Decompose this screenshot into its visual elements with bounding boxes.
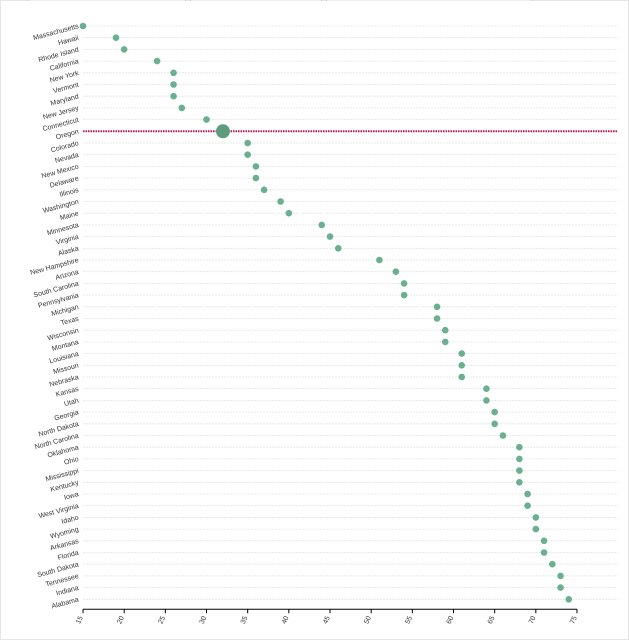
y-tick-label: Texas [60, 316, 80, 328]
data-point[interactable] [260, 186, 268, 194]
y-tick-label: Idaho [61, 515, 80, 526]
data-point[interactable] [557, 584, 564, 591]
x-tick-label: 15 [75, 615, 85, 625]
data-point[interactable] [540, 549, 548, 556]
data-point[interactable] [433, 315, 441, 322]
data-point[interactable] [557, 572, 564, 580]
data-point[interactable] [400, 291, 408, 299]
y-tick-label: Hawaii [57, 35, 80, 47]
data-point[interactable] [441, 338, 449, 346]
data-point[interactable] [244, 151, 251, 158]
y-tick-label: Indiana [56, 585, 80, 598]
data-point[interactable] [565, 596, 573, 603]
x-tick-label: 50 [363, 615, 373, 625]
x-tick-label: 45 [322, 615, 332, 625]
y-tick-label: Nevada [54, 152, 79, 165]
y-tick-label: Iowa [63, 491, 79, 502]
data-point[interactable] [326, 233, 334, 240]
data-point[interactable] [170, 69, 177, 77]
y-tick-label: Illinois [59, 187, 80, 199]
data-point[interactable] [400, 280, 408, 287]
y-tick-label: Virginia [55, 234, 79, 247]
data-point[interactable] [483, 385, 490, 393]
data-point[interactable] [252, 174, 260, 182]
data-point[interactable] [516, 479, 523, 486]
data-point[interactable] [277, 198, 284, 205]
y-tick-label: Alabama [51, 596, 80, 610]
data-point[interactable] [79, 22, 87, 30]
data-point[interactable] [549, 560, 556, 568]
x-axis: 15 20 25 30 35 40 45 50 55 60 65 70 75 [75, 608, 579, 625]
data-point[interactable] [516, 467, 523, 474]
x-tick-label: 25 [158, 615, 168, 625]
top-control-1[interactable] [28, 0, 186, 1]
y-tick-label: Arizona [55, 269, 80, 282]
grid-lines [83, 25, 618, 600]
top-control-3[interactable] [326, 0, 532, 1]
data-point[interactable] [178, 104, 186, 112]
data-point[interactable] [112, 34, 120, 41]
x-tick-label: 55 [405, 615, 415, 625]
x-tick-label: 40 [281, 615, 291, 625]
data-point[interactable] [203, 116, 210, 123]
y-tick-label: Oregon [55, 128, 79, 141]
data-point[interactable] [458, 350, 466, 357]
data-point[interactable] [376, 256, 383, 264]
y-tick-label: Alaska [57, 245, 79, 257]
data-point[interactable] [252, 163, 260, 170]
data-point[interactable] [244, 139, 251, 147]
data-points[interactable] [79, 22, 573, 603]
top-control-2[interactable] [190, 0, 322, 1]
x-tick-label: 75 [569, 615, 579, 625]
data-point[interactable] [483, 397, 490, 404]
data-point[interactable] [458, 373, 466, 381]
data-point[interactable] [532, 514, 540, 521]
data-point[interactable] [441, 326, 449, 334]
data-point[interactable] [499, 432, 507, 439]
data-point[interactable] [491, 420, 498, 428]
data-point[interactable] [532, 525, 540, 533]
data-point[interactable] [392, 268, 400, 276]
data-point[interactable] [524, 502, 531, 510]
data-point[interactable] [540, 537, 548, 545]
y-tick-label: Florida [57, 550, 80, 562]
y-tick-label: Kansas [55, 386, 80, 399]
x-tick-label: 70 [528, 615, 538, 625]
data-point[interactable] [334, 245, 342, 252]
x-tick-label: 30 [199, 615, 209, 625]
data-point[interactable] [318, 221, 326, 229]
data-point[interactable] [524, 490, 531, 498]
data-point[interactable] [170, 92, 177, 100]
data-point[interactable] [491, 408, 498, 416]
data-point[interactable] [433, 303, 441, 311]
y-tick-label: Ohio [63, 456, 79, 467]
data-point[interactable] [153, 57, 161, 65]
y-tick-label: Utah [63, 398, 79, 409]
x-tick-label: 20 [116, 615, 126, 625]
x-tick-label: 65 [487, 615, 497, 625]
y-tick-label: Maine [59, 210, 79, 222]
data-point[interactable] [285, 209, 293, 217]
data-point[interactable] [516, 443, 523, 451]
highlight-point[interactable] [215, 124, 230, 139]
data-point[interactable] [516, 455, 523, 463]
data-point[interactable] [120, 46, 128, 53]
data-point[interactable] [170, 81, 177, 88]
x-tick-label: 60 [446, 615, 456, 625]
x-tick-label: 35 [240, 615, 250, 625]
data-point[interactable] [458, 362, 466, 369]
